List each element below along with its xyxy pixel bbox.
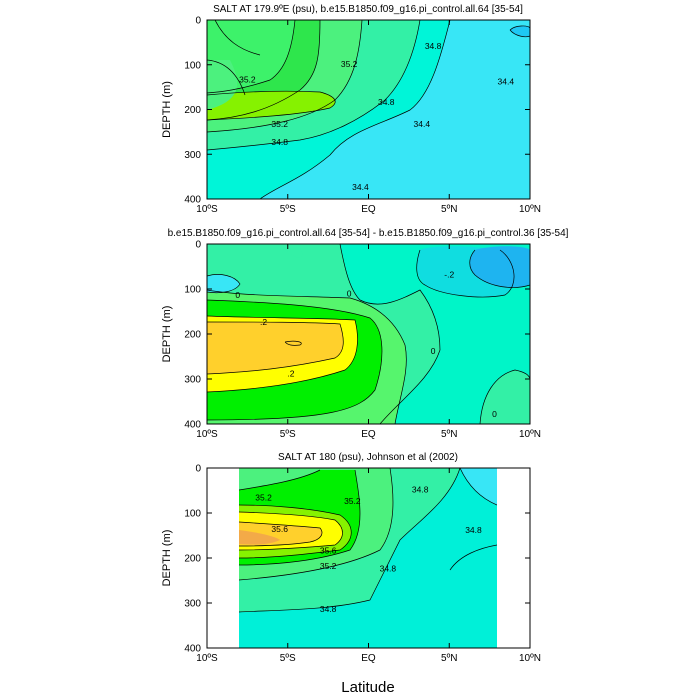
panel-3-ytick-label: 0 [195, 464, 201, 475]
panel-3-contour-label: 34.8 [320, 604, 337, 614]
panel-3-ylabel: DEPTH (m) [161, 530, 173, 587]
panel-2-ytick-label: 100 [184, 285, 201, 296]
panel-1: SALT AT 179.9ºE (psu), b.e15.B1850.f09_g… [206, 4, 531, 200]
panel-1-ylabel: DEPTH (m) [161, 81, 173, 138]
panel-2-field [207, 244, 530, 424]
panel-3-field [239, 468, 497, 648]
panel-3-xtick-label: 5ºS [280, 653, 296, 664]
panel-1-xtick-label: 10ºS [196, 204, 218, 215]
panel-1-xtick-label: EQ [361, 204, 376, 215]
panel-2-title: b.e15.B1850.f09_g16.pi_control.all.64 [3… [168, 228, 569, 239]
panel-3-ytick-label: 400 [184, 644, 201, 655]
panel-2-contour-label: 0 [431, 346, 436, 356]
panel-2-contour-label: .2 [260, 317, 267, 327]
panel-2-xtick-label: 10ºN [519, 429, 541, 440]
panel-1-xtick-label: 5ºN [441, 204, 457, 215]
panel-3-contour-label: 34.8 [412, 485, 429, 495]
panel-1-ytick-label: 400 [184, 195, 201, 206]
x-axis-label: Latitude [341, 679, 394, 696]
panel-3-contour-label: 34.8 [465, 525, 482, 535]
panel-1-contour-label: 35.2 [239, 74, 256, 84]
panel-2-xtick-label: 5ºS [280, 429, 296, 440]
panel-1-ytick-label: 100 [184, 60, 201, 71]
panel-2-ytick-label: 200 [184, 330, 201, 341]
panel-2-xtick-label: 5ºN [441, 429, 457, 440]
panel-3: SALT AT 180 (psu), Johnson et al (2002) [206, 452, 531, 649]
panel-2-xtick-label: EQ [361, 429, 376, 440]
panel-3-xtick-label: 10ºS [196, 653, 218, 664]
panel-2-contour-label: .2 [287, 369, 294, 379]
panel-1-contour-label: 34.4 [498, 77, 515, 87]
panel-3-xtick-label: EQ [361, 653, 376, 664]
panel-3-contour-label: 35.2 [255, 493, 272, 503]
panel-1-ytick-label: 0 [195, 16, 201, 27]
panel-2-contour-label: 0 [492, 409, 497, 419]
panel-1-contour-label: 35.2 [341, 59, 358, 69]
panel-3-xtick-label: 10ºN [519, 653, 541, 664]
panel-3-contour-label: 35.2 [344, 496, 361, 506]
panel-3-ytick-label: 300 [184, 599, 201, 610]
panel-2-contour-label: 0 [235, 290, 240, 300]
panel-1-xtick-label: 10ºN [519, 204, 541, 215]
panel-1-contour-label: 35.2 [271, 119, 288, 129]
panel-3-ytick-label: 100 [184, 509, 201, 520]
panel-1-contour-label: 34.8 [378, 97, 395, 107]
panel-1-contour-label: 34.8 [271, 137, 288, 147]
panel-2-ytick-label: 400 [184, 420, 201, 431]
panel-1-contour-label: 34.8 [425, 41, 442, 51]
panel-3-contour-label: 35.2 [320, 561, 337, 571]
panel-3-title: SALT AT 180 (psu), Johnson et al (2002) [278, 452, 458, 463]
panel-1-contour-label: 34.4 [414, 119, 431, 129]
panel-1-ytick-label: 200 [184, 105, 201, 116]
panel-1-ytick-label: 300 [184, 150, 201, 161]
panel-3-ytick-label: 200 [184, 554, 201, 565]
panel-2-ytick-label: 300 [184, 375, 201, 386]
panel-3-contour-label: 35.6 [271, 524, 288, 534]
panel-2: b.e15.B1850.f09_g16.pi_control.all.64 [3… [168, 228, 569, 425]
panel-3-contour-label: 34.8 [380, 563, 397, 573]
panel-2-xtick-label: 10ºS [196, 429, 218, 440]
panel-1-field [207, 20, 530, 199]
panel-2-ylabel: DEPTH (m) [161, 306, 173, 363]
panel-3-contour-label: 35.6 [320, 545, 337, 555]
panel-1-title: SALT AT 179.9ºE (psu), b.e15.B1850.f09_g… [213, 4, 523, 15]
panel-2-contour-label: -.2 [444, 270, 454, 280]
panel-1-contour-label: 34.4 [352, 182, 369, 192]
panel-2-ytick-label: 0 [195, 240, 201, 251]
panel-2-contour-label: 0 [347, 288, 352, 298]
panel-1-xtick-label: 5ºS [280, 204, 296, 215]
panel-3-xtick-label: 5ºN [441, 653, 457, 664]
